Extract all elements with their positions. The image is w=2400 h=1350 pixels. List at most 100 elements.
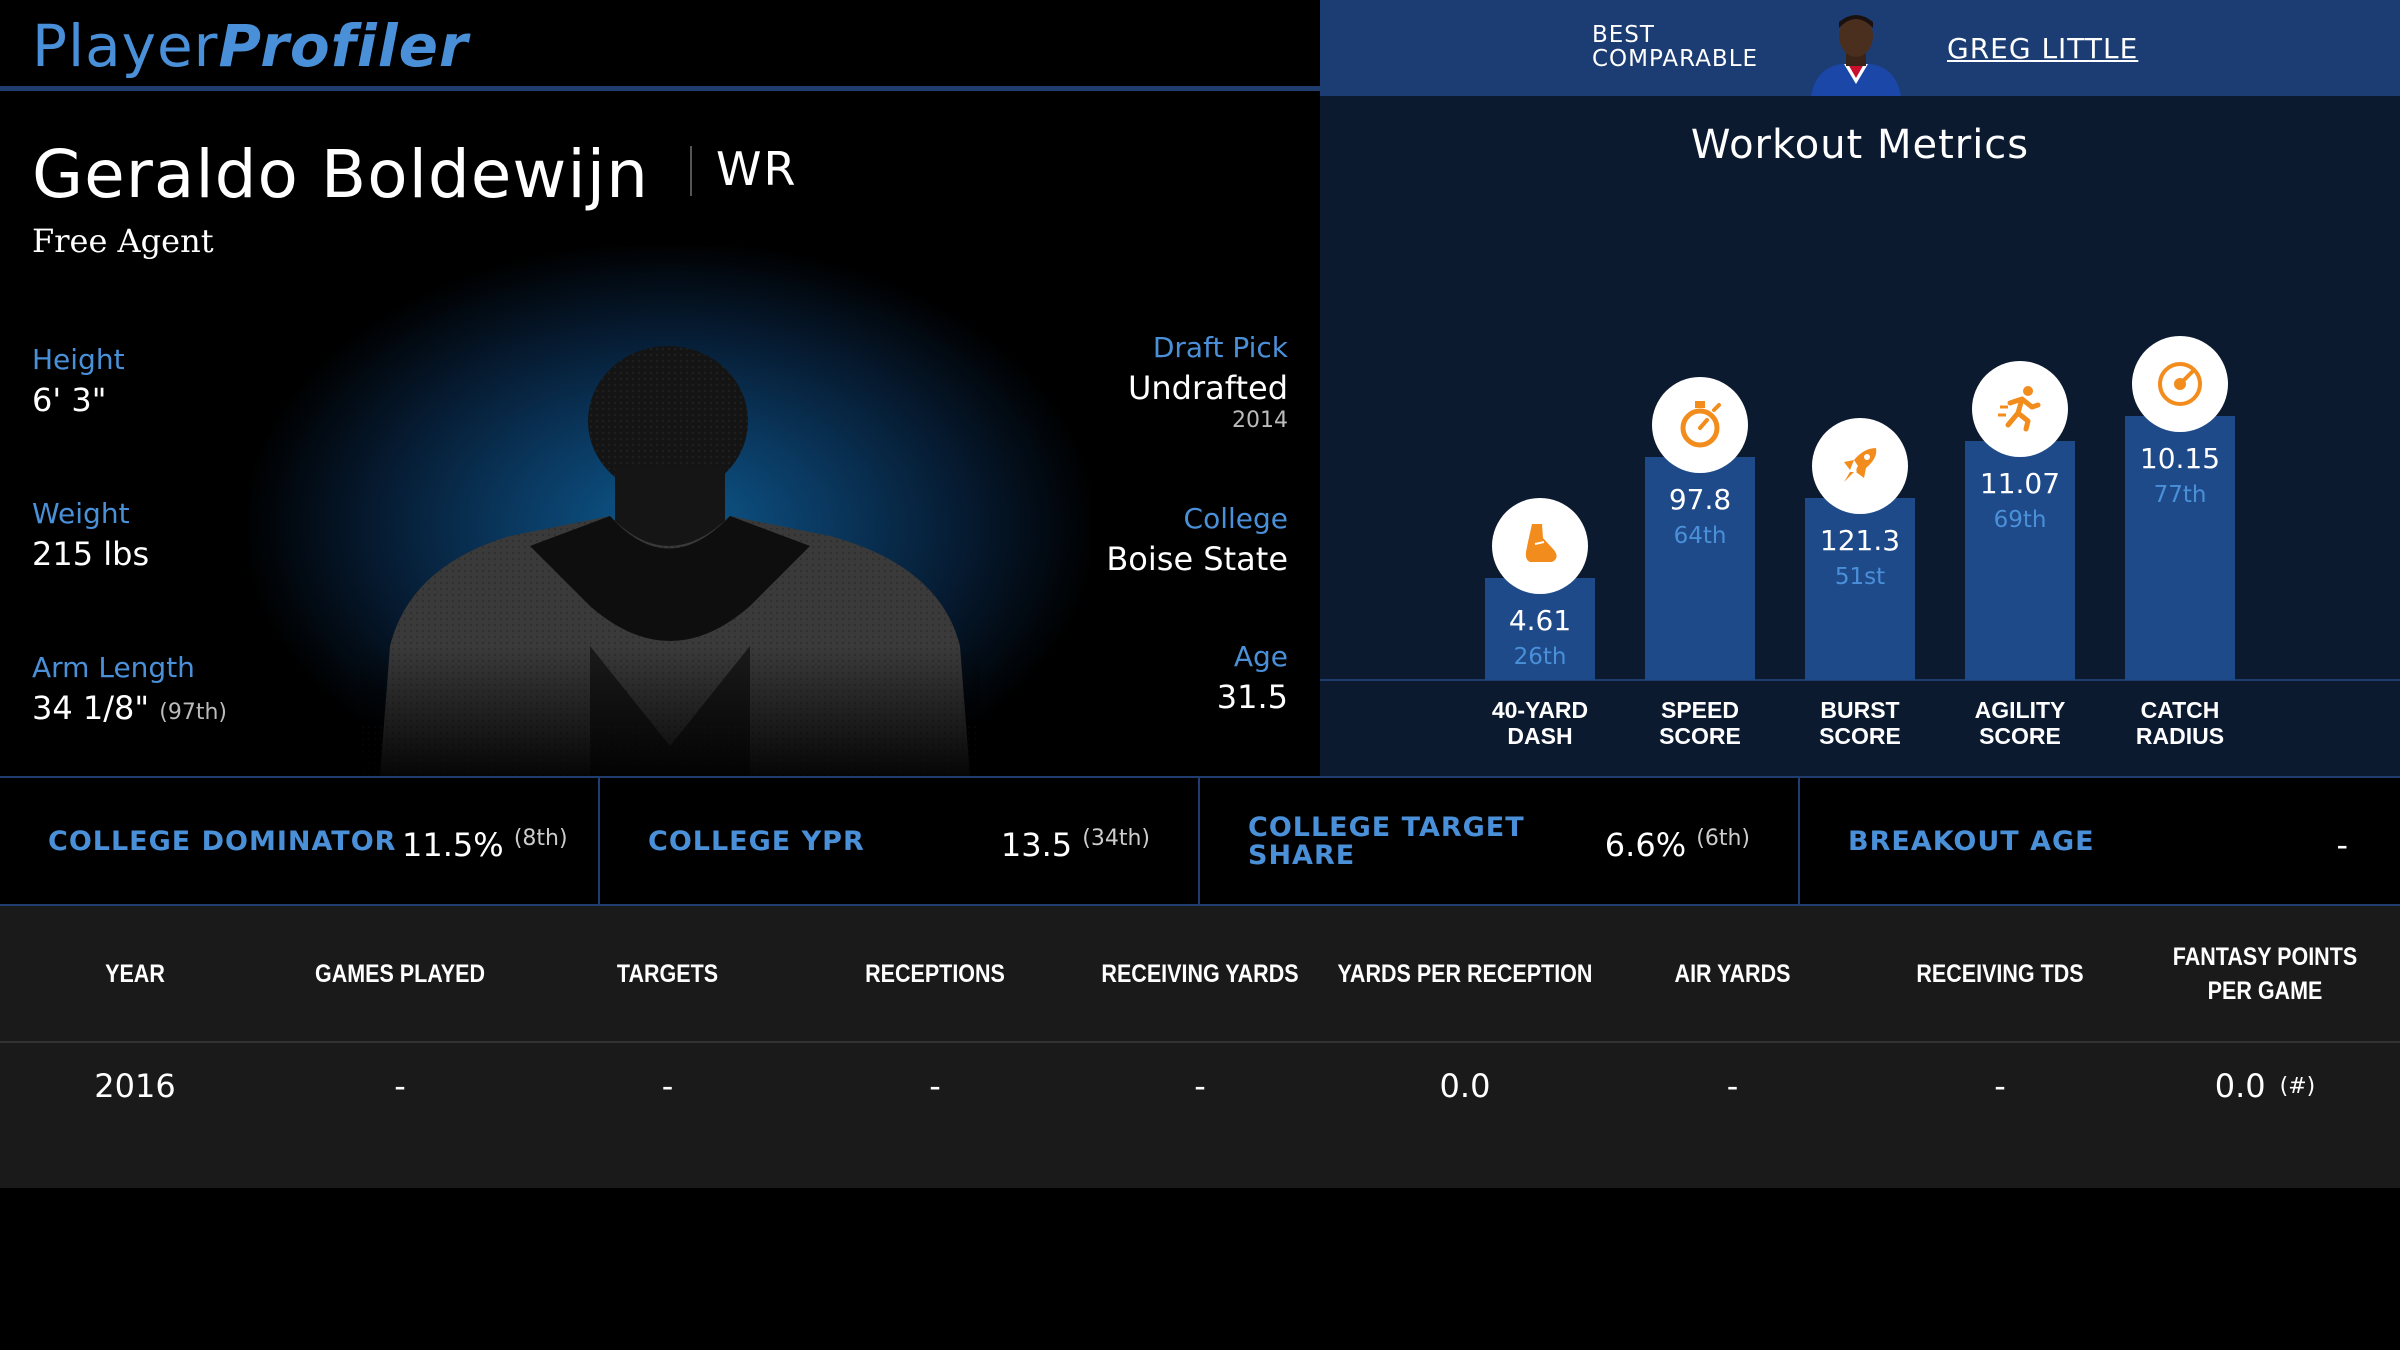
player-name: Geraldo Boldewijn bbox=[32, 136, 649, 213]
arm-length-label: Arm Length bbox=[32, 651, 195, 684]
table-header-air-yards[interactable]: AIR YARDS bbox=[1674, 959, 1791, 988]
metric-label-line1: COLLEGE TARGET bbox=[1248, 812, 1525, 843]
metric-number: 13.5 bbox=[1000, 826, 1073, 864]
best-comparable-label-line2: COMPARABLE bbox=[1592, 46, 1759, 72]
metric-label-line2: RADIUS bbox=[2136, 723, 2224, 749]
metric-rank: (8th) bbox=[513, 826, 568, 851]
cell-air-yards: - bbox=[1726, 1067, 1739, 1105]
metric-bar bbox=[1485, 578, 1595, 680]
site-header: PlayerProfiler bbox=[0, 0, 1320, 91]
workout-metrics-title: Workout Metrics bbox=[1690, 122, 2030, 168]
metric-bar bbox=[1965, 441, 2075, 680]
cell-fantasy-points-per-game: 0.0 (#) bbox=[2135, 1056, 2395, 1116]
logo-text-player: Player bbox=[32, 12, 219, 80]
rocket-icon bbox=[1844, 448, 1877, 482]
metric-percentile: 51st bbox=[1835, 564, 1885, 590]
metric-label-line2: SCORE bbox=[1979, 723, 2061, 749]
metric-percentile: 64th bbox=[1674, 523, 1727, 549]
metric-value: - bbox=[2336, 826, 2348, 864]
shoe-icon bbox=[1525, 524, 1557, 562]
metric-label-line2: SCORE bbox=[1819, 723, 1901, 749]
metric-label: COLLEGE TARGET SHARE bbox=[1248, 814, 1525, 870]
metric-label-line1: 40-YARD bbox=[1492, 697, 1588, 723]
arm-length-value: 34 1/8" (97th) bbox=[32, 689, 227, 727]
metric-value: 10.15 bbox=[2140, 442, 2220, 475]
runner-icon bbox=[1998, 386, 2041, 432]
college-label: College bbox=[1183, 502, 1288, 535]
logo-text-profiler: Profiler bbox=[218, 12, 469, 80]
metric-label: BREAKOUT AGE bbox=[1848, 826, 2095, 857]
metric-value: 4.61 bbox=[1509, 604, 1571, 637]
table-header-receiving-tds[interactable]: RECEIVING TDS bbox=[1916, 959, 2084, 988]
table-header-fantasy-points-per-game[interactable]: FANTASY POINTS PER GAME bbox=[2172, 942, 2358, 1005]
cell-fantasy-points-value: 0.0 bbox=[2214, 1067, 2266, 1105]
table-header-year[interactable]: YEAR bbox=[105, 959, 165, 988]
metric-number: 11.5% bbox=[402, 826, 504, 864]
metric-breakout-age: BREAKOUT AGE - bbox=[1800, 778, 2400, 906]
best-comparable-bar: BEST COMPARABLE GREG LITTLE bbox=[1320, 0, 2400, 96]
metric-label-line1: SPEED bbox=[1661, 697, 1739, 723]
table-header-games-played[interactable]: GAMES PLAYED bbox=[314, 959, 486, 988]
age-label: Age bbox=[1233, 640, 1288, 673]
cell-games-played: - bbox=[394, 1067, 406, 1105]
cell-yards-per-reception: 0.0 bbox=[1439, 1067, 1491, 1105]
site-logo[interactable]: PlayerProfiler bbox=[32, 12, 469, 80]
metric-college-ypr: COLLEGE YPR 13.5 (34th) bbox=[600, 778, 1200, 906]
cell-receiving-yards: - bbox=[1194, 1067, 1206, 1105]
metric-bar bbox=[1645, 457, 1755, 680]
table-header-yards-per-reception[interactable]: YARDS PER RECEPTION bbox=[1337, 959, 1593, 988]
metric-label-line2: SHARE bbox=[1248, 840, 1356, 871]
metric-number: - bbox=[2336, 826, 2348, 864]
metric-college-target-share: COLLEGE TARGET SHARE 6.6% (6th) bbox=[1200, 778, 1800, 906]
cell-year: 2016 bbox=[94, 1067, 176, 1105]
target-icon bbox=[2158, 362, 2202, 406]
fantasy-points-note-link[interactable]: (#) bbox=[2279, 1073, 2316, 1099]
metric-percentile: 26th bbox=[1514, 644, 1567, 670]
metric-rank: (6th) bbox=[1696, 826, 1750, 851]
metric-value: 6.6% (6th) bbox=[1605, 826, 1750, 864]
comparable-player-avatar bbox=[1806, 6, 1906, 96]
workout-metrics-chart: 4.6126th40-YARDDASH97.864thSPEEDSCORE121… bbox=[1320, 336, 2400, 749]
metric-value: 13.5 (34th) bbox=[1001, 826, 1150, 864]
college-value: Boise State bbox=[1106, 540, 1288, 578]
table-header-targets[interactable]: TARGETS bbox=[616, 959, 719, 988]
metric-label-line1: BURST bbox=[1820, 697, 1899, 723]
table-header-receptions[interactable]: RECEPTIONS bbox=[865, 959, 1005, 988]
table-header-divider bbox=[0, 1041, 2400, 1043]
player-position: WR bbox=[716, 142, 798, 196]
metric-label-line2: SCORE bbox=[1659, 723, 1741, 749]
metric-label-line1: AGILITY bbox=[1975, 697, 2066, 723]
arm-length-number: 34 1/8" bbox=[32, 689, 150, 727]
cell-targets: - bbox=[661, 1067, 674, 1105]
table-header-receiving-yards[interactable]: RECEIVING YARDS bbox=[1101, 959, 1299, 988]
age-value: 31.5 bbox=[1216, 678, 1288, 716]
metric-bar bbox=[2125, 416, 2235, 680]
best-comparable-name-link[interactable]: GREG LITTLE bbox=[1947, 32, 2139, 65]
position-divider bbox=[690, 146, 692, 196]
workout-panel: BEST COMPARABLE GREG LITTLE Workout Metr… bbox=[1320, 0, 2400, 776]
best-comparable-label: BEST COMPARABLE bbox=[1592, 23, 1758, 71]
metric-label-line2: DASH bbox=[1507, 723, 1572, 749]
arm-length-rank: (97th) bbox=[159, 700, 228, 725]
metric-label-line1: CATCH bbox=[2141, 697, 2220, 723]
stopwatch-icon bbox=[1680, 401, 1721, 448]
draft-year: 2014 bbox=[1232, 408, 1288, 433]
height-label: Height bbox=[32, 343, 125, 376]
weight-value: 215 lbs bbox=[32, 535, 150, 573]
best-comparable-label-line1: BEST bbox=[1592, 22, 1655, 48]
metric-number: 6.6% bbox=[1604, 826, 1687, 864]
metric-college-dominator: COLLEGE DOMINATOR 11.5% (8th) bbox=[0, 778, 600, 906]
metric-value: 121.3 bbox=[1820, 524, 1900, 557]
metric-value: 11.5% (8th) bbox=[402, 826, 568, 864]
player-silhouette-image bbox=[360, 346, 980, 776]
metric-label: COLLEGE YPR bbox=[648, 826, 865, 857]
cell-receptions: - bbox=[929, 1067, 941, 1105]
draft-pick-label: Draft Pick bbox=[1152, 331, 1288, 364]
weight-label: Weight bbox=[32, 497, 130, 530]
college-metrics-row: COLLEGE DOMINATOR 11.5% (8th) COLLEGE YP… bbox=[0, 776, 2400, 906]
season-stats-table: YEAR GAMES PLAYED TARGETS RECEPTIONS REC… bbox=[0, 906, 2400, 1188]
player-team: Free Agent bbox=[32, 222, 214, 260]
